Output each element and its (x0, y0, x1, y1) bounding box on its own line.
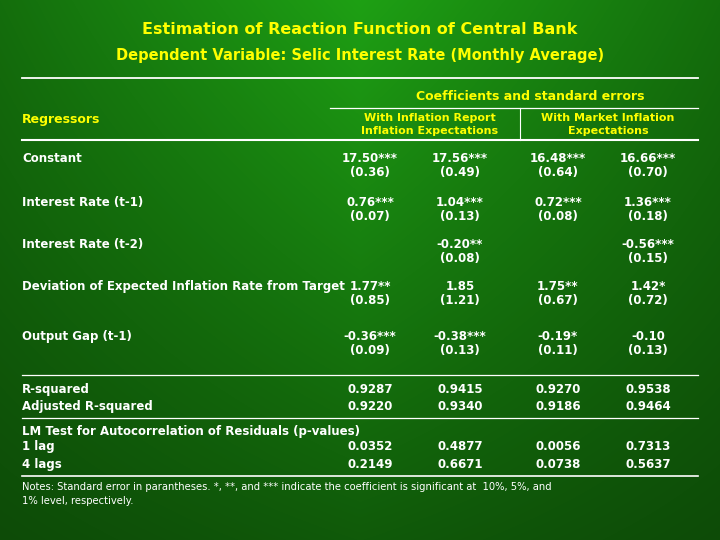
Text: 0.0352: 0.0352 (347, 440, 392, 453)
Text: 0.9186: 0.9186 (535, 400, 581, 413)
Text: (1.21): (1.21) (440, 294, 480, 307)
Text: Notes: Standard error in parantheses. *, **, and *** indicate the coefficient is: Notes: Standard error in parantheses. *,… (22, 482, 552, 506)
Text: 0.9464: 0.9464 (625, 400, 671, 413)
Text: -0.20**: -0.20** (437, 238, 483, 251)
Text: 1.36***: 1.36*** (624, 196, 672, 209)
Text: 0.9538: 0.9538 (625, 383, 671, 396)
Text: Adjusted R-squared: Adjusted R-squared (22, 400, 153, 413)
Text: (0.11): (0.11) (538, 344, 578, 357)
Text: 1.04***: 1.04*** (436, 196, 484, 209)
Text: (0.85): (0.85) (350, 294, 390, 307)
Text: (0.64): (0.64) (538, 166, 578, 179)
Text: (0.13): (0.13) (440, 210, 480, 223)
Text: Output Gap (t-1): Output Gap (t-1) (22, 330, 132, 343)
Text: (0.08): (0.08) (440, 252, 480, 265)
Text: 1.77**: 1.77** (349, 280, 391, 293)
Text: 17.50***: 17.50*** (342, 152, 398, 165)
Text: 0.6671: 0.6671 (437, 458, 482, 471)
Text: -0.56***: -0.56*** (621, 238, 675, 251)
Text: 0.2149: 0.2149 (347, 458, 392, 471)
Text: 0.4877: 0.4877 (437, 440, 482, 453)
Text: Dependent Variable: Selic Interest Rate (Monthly Average): Dependent Variable: Selic Interest Rate … (116, 48, 604, 63)
Text: Interest Rate (t-2): Interest Rate (t-2) (22, 238, 143, 251)
Text: Deviation of Expected Inflation Rate from Target: Deviation of Expected Inflation Rate fro… (22, 280, 345, 293)
Text: 16.66***: 16.66*** (620, 152, 676, 165)
Text: 1.75**: 1.75** (537, 280, 579, 293)
Text: LM Test for Autocorrelation of Residuals (p-values): LM Test for Autocorrelation of Residuals… (22, 425, 360, 438)
Text: (0.07): (0.07) (350, 210, 390, 223)
Text: 0.76***: 0.76*** (346, 196, 394, 209)
Text: 1.85: 1.85 (446, 280, 474, 293)
Text: Coefficients and standard errors: Coefficients and standard errors (415, 90, 644, 103)
Text: -0.38***: -0.38*** (433, 330, 487, 343)
Text: Estimation of Reaction Function of Central Bank: Estimation of Reaction Function of Centr… (143, 22, 577, 37)
Text: -0.19*: -0.19* (538, 330, 578, 343)
Text: (0.09): (0.09) (350, 344, 390, 357)
Text: 0.9340: 0.9340 (437, 400, 482, 413)
Text: (0.13): (0.13) (628, 344, 668, 357)
Text: 1 lag: 1 lag (22, 440, 55, 453)
Text: 4 lags: 4 lags (22, 458, 62, 471)
Text: 1.42*: 1.42* (630, 280, 666, 293)
Text: 0.9270: 0.9270 (535, 383, 581, 396)
Text: 0.72***: 0.72*** (534, 196, 582, 209)
Text: 0.9287: 0.9287 (347, 383, 392, 396)
Text: 0.0056: 0.0056 (535, 440, 581, 453)
Text: (0.67): (0.67) (538, 294, 578, 307)
Text: (0.13): (0.13) (440, 344, 480, 357)
Text: 17.56***: 17.56*** (432, 152, 488, 165)
Text: Expectations: Expectations (567, 126, 648, 136)
Text: 0.7313: 0.7313 (626, 440, 670, 453)
Text: 16.48***: 16.48*** (530, 152, 586, 165)
Text: (0.72): (0.72) (628, 294, 668, 307)
Text: R-squared: R-squared (22, 383, 90, 396)
Text: (0.70): (0.70) (628, 166, 668, 179)
Text: 0.0738: 0.0738 (535, 458, 581, 471)
Text: -0.10: -0.10 (631, 330, 665, 343)
Text: 0.5637: 0.5637 (625, 458, 671, 471)
Text: With Inflation Report: With Inflation Report (364, 113, 496, 123)
Text: Interest Rate (t-1): Interest Rate (t-1) (22, 196, 143, 209)
Text: (0.49): (0.49) (440, 166, 480, 179)
Text: -0.36***: -0.36*** (343, 330, 397, 343)
Text: (0.36): (0.36) (350, 166, 390, 179)
Text: (0.18): (0.18) (628, 210, 668, 223)
Text: Constant: Constant (22, 152, 82, 165)
Text: Inflation Expectations: Inflation Expectations (361, 126, 498, 136)
Text: 0.9415: 0.9415 (437, 383, 483, 396)
Text: (0.08): (0.08) (538, 210, 578, 223)
Text: (0.15): (0.15) (628, 252, 668, 265)
Text: 0.9220: 0.9220 (347, 400, 392, 413)
Text: With Market Inflation: With Market Inflation (541, 113, 675, 123)
Text: Regressors: Regressors (22, 113, 100, 126)
